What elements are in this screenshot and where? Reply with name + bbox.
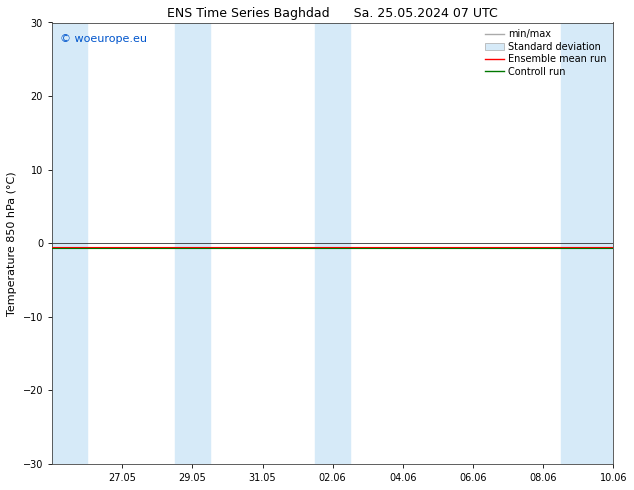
Y-axis label: Temperature 850 hPa (°C): Temperature 850 hPa (°C) <box>7 171 17 316</box>
Bar <box>52 23 87 464</box>
Legend: min/max, Standard deviation, Ensemble mean run, Controll run: min/max, Standard deviation, Ensemble me… <box>482 27 609 78</box>
Title: ENS Time Series Baghdad      Sa. 25.05.2024 07 UTC: ENS Time Series Baghdad Sa. 25.05.2024 0… <box>167 7 498 20</box>
Text: © woeurope.eu: © woeurope.eu <box>60 33 148 44</box>
Bar <box>175 23 210 464</box>
Bar <box>560 23 613 464</box>
Bar <box>315 23 350 464</box>
